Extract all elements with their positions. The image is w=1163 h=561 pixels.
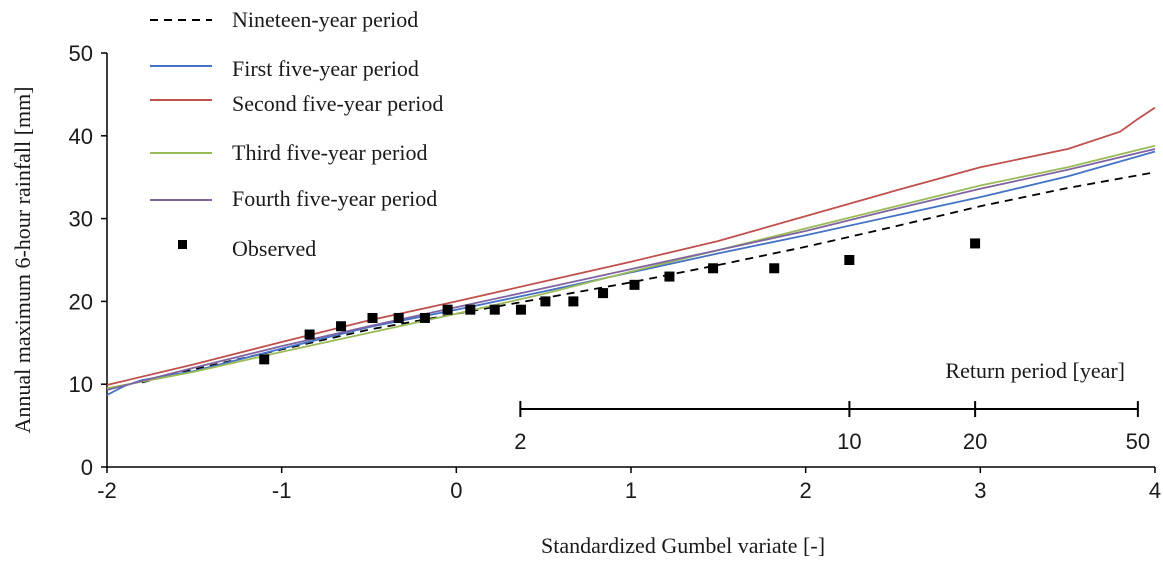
y-tick-label: 20 [69,289,93,314]
observed-point [336,321,347,332]
legend-item-first-five-year: First five-year period [150,56,419,81]
y-tick-label: 50 [69,41,93,66]
x-tick-label: 0 [450,478,462,503]
legend-label: Third five-year period [232,140,427,165]
legend-item-observed: Observed [178,236,316,261]
observed-point [629,279,640,290]
observed-point [489,304,500,315]
observed-point [259,354,270,365]
y-tick-label: 10 [69,372,93,397]
observed-point [970,238,981,249]
legend-swatch-square [178,240,187,249]
observed-point [419,312,430,323]
observed-point [844,255,855,265]
return-period-tick-label: 10 [837,429,861,454]
observed-point [367,312,378,323]
y-ticks: 0 10 20 30 40 50 [69,41,107,480]
observed-point [708,263,719,274]
legend: Nineteen-year period First five-year per… [150,7,443,261]
observed-point [664,271,675,282]
legend-label: First five-year period [232,56,419,81]
return-period-tick-label: 50 [1126,429,1150,454]
y-tick-label: 30 [69,207,93,232]
legend-label: Nineteen-year period [232,7,418,32]
observed-point [465,304,476,315]
observed-points [259,238,981,365]
observed-point [769,263,780,274]
legend-label: Second five-year period [232,91,443,116]
x-tick-label: 3 [974,478,986,503]
legend-item-fourth-five-year: Fourth five-year period [150,186,437,211]
observed-point [598,288,609,299]
x-tick-label: 4 [1149,478,1161,503]
y-axis-title: Annual maximum 6-hour rainfall [mm] [10,86,35,433]
legend-item-second-five-year: Second five-year period [150,91,443,116]
x-tick-label: -2 [97,478,117,503]
observed-point [393,312,404,323]
x-ticks: -2 -1 0 1 2 3 4 [97,467,1161,503]
return-period-tick-label: 20 [963,429,987,454]
x-tick-label: 1 [625,478,637,503]
return-period-tick-label: 2 [514,429,526,454]
y-tick-label: 0 [81,455,93,480]
x-tick-label: 2 [800,478,812,503]
observed-point [304,329,315,340]
legend-item-nineteen-year: Nineteen-year period [150,7,418,32]
observed-point [515,304,526,315]
return-period-axis: Return period [year] 2 10 20 50 [514,358,1150,454]
observed-point [568,296,579,307]
x-tick-label: -1 [272,478,292,503]
observed-point [540,296,551,307]
y-tick-label: 40 [69,124,93,149]
observed-point [442,304,453,315]
x-axis-title: Standardized Gumbel variate [-] [541,533,825,558]
legend-label: Fourth five-year period [232,186,437,211]
legend-label: Observed [232,236,316,261]
return-period-label: Return period [year] [945,358,1125,383]
series-line-5 [106,148,1156,391]
legend-item-third-five-year: Third five-year period [150,140,427,165]
series-line-4 [106,144,1156,390]
